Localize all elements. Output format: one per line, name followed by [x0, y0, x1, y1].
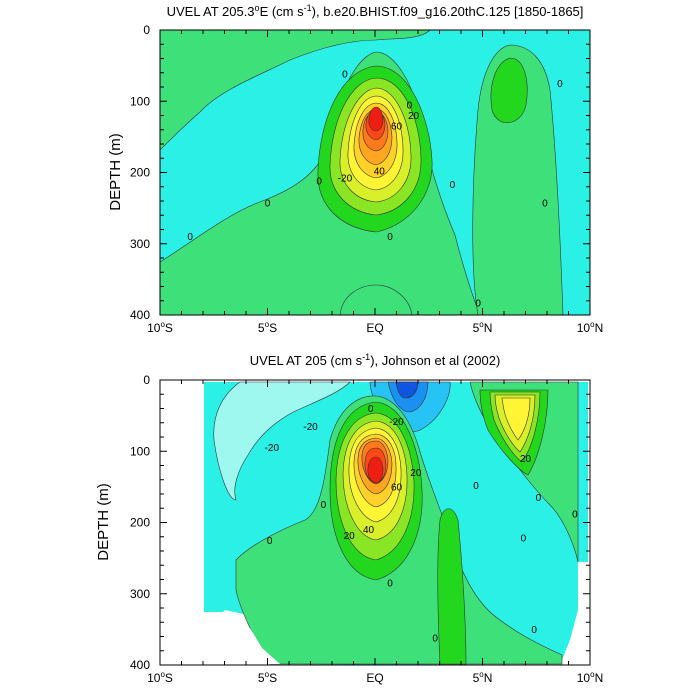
bottom-contour-label: 20: [344, 531, 356, 542]
top-xtick-label: EQ: [366, 321, 383, 335]
top-contour-label: 0: [542, 199, 548, 210]
bottom-contour-label: 0: [387, 579, 393, 590]
top-contour-label: 60: [391, 122, 403, 133]
top-contour-label: 0: [316, 177, 322, 188]
bottom-contour-label: 0: [321, 500, 327, 511]
top-contour-label: 0: [187, 232, 193, 243]
top-contour-label: 40: [374, 167, 386, 178]
bottom-title: UVEL AT 205 (cm s-1), Johnson et al (200…: [250, 352, 501, 368]
bottom-contour-label: 20: [520, 454, 532, 465]
bottom-contour-label: 20: [410, 468, 422, 479]
bottom-contour-label: 0: [473, 481, 479, 492]
bottom-xtick-label: 10oN: [577, 670, 603, 685]
top-ytick-label: 0: [143, 23, 150, 37]
bottom-panel: UVEL AT 205 (cm s-1), Johnson et al (200…: [95, 352, 603, 685]
bottom-xtick-label: 10oS: [147, 670, 173, 685]
bottom-xtick-label: EQ: [366, 671, 383, 685]
top-contour-label: 0: [342, 70, 348, 81]
top-contour-label: 0: [557, 79, 563, 90]
top-panel: UVEL AT 205.3oE (cm s-1), b.e20.BHIST.f0…: [107, 3, 603, 335]
bottom-contour-labels: -20 -20 0 -20 20 20 60 0 0 0 0 40 20 0 0 0 0 0: [265, 404, 579, 644]
top-contour-label: 20: [408, 111, 420, 122]
top-xtick-label: 10oS: [147, 320, 173, 335]
top-contour-label: 0: [450, 180, 456, 191]
bottom-ytick-label: 100: [130, 444, 150, 458]
top-contour-label: 0: [475, 298, 481, 309]
bottom-contour-label: -20: [303, 422, 318, 433]
top-xtick-label: 10oN: [577, 320, 603, 335]
bottom-contour-label: 0: [572, 509, 578, 520]
top-ytick-label: 400: [130, 308, 150, 322]
top-xtick-label: 5oS: [258, 320, 277, 335]
top-ylabel: DEPTH (m): [107, 133, 124, 211]
bottom-contour-field: [204, 381, 588, 665]
top-contour-label: 0: [407, 100, 413, 111]
bottom-ylabel: DEPTH (m): [95, 483, 112, 561]
top-contour-label: 0: [387, 232, 393, 243]
bottom-contour-label: 0: [536, 493, 542, 504]
bottom-contour-label: 0: [521, 534, 527, 545]
bottom-contour-label: -20: [265, 443, 280, 454]
bottom-ytick-label: 300: [130, 587, 150, 601]
top-ytick-label: 300: [130, 237, 150, 251]
bottom-ytick-label: 400: [130, 658, 150, 672]
bottom-contour-label: -20: [389, 417, 404, 428]
top-contour-label: -20: [338, 174, 353, 185]
top-xtick-label: 5oN: [473, 320, 493, 335]
top-ytick-label: 200: [130, 166, 150, 180]
top-title: UVEL AT 205.3oE (cm s-1), b.e20.BHIST.f0…: [167, 3, 584, 19]
bottom-ytick-label: 0: [143, 373, 150, 387]
top-contour-field: [160, 30, 590, 315]
bottom-xtick-label: 5oS: [258, 670, 277, 685]
bottom-contour-label: 40: [363, 525, 375, 536]
bottom-contour-label: 0: [368, 404, 374, 415]
bottom-contour-label: 0: [432, 633, 438, 644]
bottom-contour-label: 0: [531, 625, 537, 636]
top-ytick-label: 100: [130, 94, 150, 108]
top-contour-label: 0: [265, 199, 271, 210]
bottom-ytick-label: 200: [130, 516, 150, 530]
bottom-contour-label: 0: [267, 536, 273, 547]
bottom-contour-label: 60: [391, 482, 403, 493]
bottom-xtick-label: 5oN: [473, 670, 493, 685]
